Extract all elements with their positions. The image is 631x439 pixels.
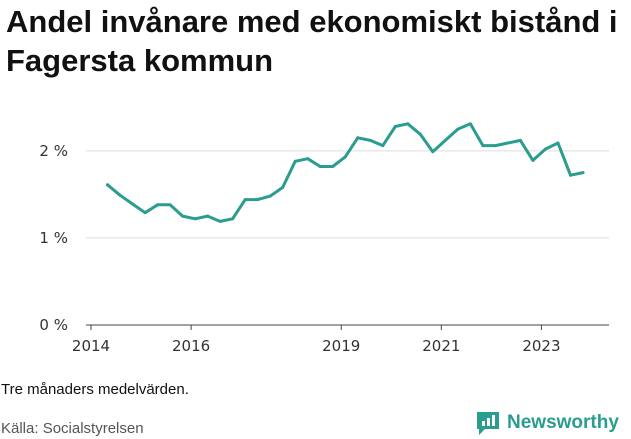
data-point: [156, 203, 160, 207]
data-point: [318, 165, 322, 169]
data-point: [531, 158, 535, 162]
data-point: [343, 155, 347, 159]
x-tick-label: 2016: [172, 337, 210, 355]
y-tick-label: 0 %: [39, 316, 68, 334]
data-point: [381, 144, 385, 148]
x-tick-label: 2023: [522, 337, 560, 355]
source-label: Källa: Socialstyrelsen: [1, 420, 144, 437]
data-point: [418, 132, 422, 136]
newsworthy-logo-icon: [477, 412, 499, 435]
brand-name: Newsworthy: [507, 412, 619, 433]
x-axis: 2014 2016 2019 2021 2023: [72, 324, 609, 355]
chart-title: Andel invånare med ekonomiskt bistånd i …: [6, 4, 618, 78]
data-point: [493, 144, 497, 148]
data-point: [281, 185, 285, 189]
y-tick-label: 2 %: [39, 142, 68, 160]
brand-logo[interactable]: Newsworthy: [475, 410, 619, 436]
data-point: [268, 194, 272, 198]
x-tick-label: 2021: [422, 337, 460, 355]
chart-note: Tre månaders medelvärden.: [1, 381, 189, 398]
data-point: [406, 122, 410, 126]
data-point: [468, 122, 472, 126]
data-point: [106, 183, 110, 187]
data-point: [193, 217, 197, 221]
data-point: [331, 165, 335, 169]
y-axis-ticks: 0 % 1 % 2 %: [39, 142, 68, 334]
data-point: [131, 202, 135, 206]
data-point: [118, 193, 122, 197]
data-point: [518, 138, 522, 142]
x-tick-label: 2014: [72, 337, 110, 355]
series-group: [106, 122, 585, 223]
data-point: [206, 214, 210, 218]
data-point: [143, 211, 147, 215]
data-point: [481, 144, 485, 148]
data-point: [231, 217, 235, 221]
data-point: [243, 198, 247, 202]
data-point: [568, 173, 572, 177]
data-point: [543, 147, 547, 151]
data-point: [506, 141, 510, 145]
data-point: [356, 136, 360, 140]
data-point: [368, 138, 372, 142]
data-point: [181, 214, 185, 218]
data-point: [393, 124, 397, 128]
data-point: [168, 203, 172, 207]
line-chart: 0 % 1 % 2 % 2014 2016 2019 2021 2023: [39, 122, 609, 355]
gridlines: [86, 150, 609, 239]
data-point: [256, 198, 260, 202]
x-tick-label: 2019: [322, 337, 360, 355]
data-point: [293, 159, 297, 163]
data-point: [431, 150, 435, 154]
data-point: [218, 219, 222, 223]
data-point: [443, 138, 447, 142]
y-tick-label: 1 %: [39, 229, 68, 247]
data-point: [581, 171, 585, 175]
series-line: [106, 122, 585, 223]
data-point: [306, 157, 310, 161]
data-point: [456, 127, 460, 131]
data-point: [556, 141, 560, 145]
